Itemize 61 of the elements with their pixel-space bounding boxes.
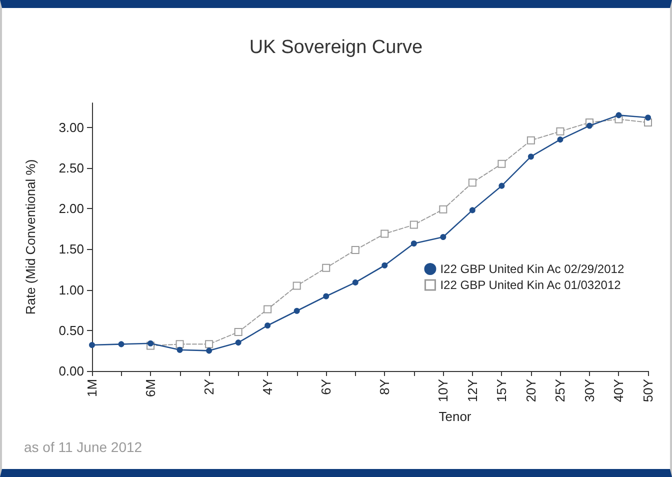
y-tick-label: 0.50 [58,322,84,338]
point [89,342,95,348]
point [586,122,592,129]
x-tick-label: 30Y [582,378,597,402]
point [264,305,272,314]
x-tick-label: 10Y [436,378,451,402]
point [526,136,535,144]
legend-label: I22 GBP United Kin Ac 02/29/2012 [440,262,624,276]
point [439,205,448,214]
point [380,230,389,238]
point [118,341,124,348]
text: as of 11 June 2012 [24,439,142,455]
y-tick-label: 2.00 [58,201,84,216]
x-tick-label: 50Y [640,378,656,402]
x-tick-label: 1M [84,378,100,398]
x-tick-label: 12Y [464,378,480,402]
x-tick-label: 20Y [523,378,538,402]
point [498,160,506,168]
point [440,234,446,240]
x-axis-title: Tenor [438,409,472,424]
x-tick-label: 4Y [260,378,276,395]
x-tick-label: 2Y [202,378,217,395]
point [616,112,622,118]
y-tick-label: 0.00 [58,363,84,378]
point [176,340,184,348]
point [264,322,271,328]
point [322,264,330,272]
point [556,127,564,136]
x-tick-label: 6M [143,378,158,398]
point [469,207,476,214]
y-axis-title: Rate (Mid Conventional %) [23,159,38,315]
point [528,154,534,160]
point [294,308,300,314]
point [557,136,564,143]
point [351,246,360,254]
point [645,114,651,121]
x-tick-label: 6Y [318,378,334,395]
y-tick-label: 3.00 [58,120,84,135]
point [382,262,388,268]
point [176,346,183,353]
x-tick-label: 15Y [494,378,510,402]
point [234,328,242,336]
point [410,220,418,229]
point [498,182,505,189]
point [352,279,358,286]
y-tick-label: 1.50 [58,242,84,257]
y-tick-label: 1.00 [58,282,84,298]
x-tick-label: 25Y [552,378,568,402]
point [292,282,301,290]
point [410,240,417,246]
chart-title: UK Sovereign Curve [249,37,423,58]
point [148,340,154,346]
point [468,178,476,187]
y-tick-label: 2.50 [58,160,84,176]
point [323,293,330,300]
x-tick-label: 8Y [377,378,392,395]
legend-label: I22 GBP United Kin Ac 01/032012 [440,278,622,292]
x-tick-label: 40Y [611,378,626,402]
point [205,340,214,348]
point [235,340,242,346]
point [206,348,212,354]
